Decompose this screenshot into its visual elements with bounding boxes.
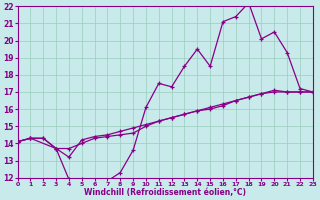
X-axis label: Windchill (Refroidissement éolien,°C): Windchill (Refroidissement éolien,°C) xyxy=(84,188,246,197)
